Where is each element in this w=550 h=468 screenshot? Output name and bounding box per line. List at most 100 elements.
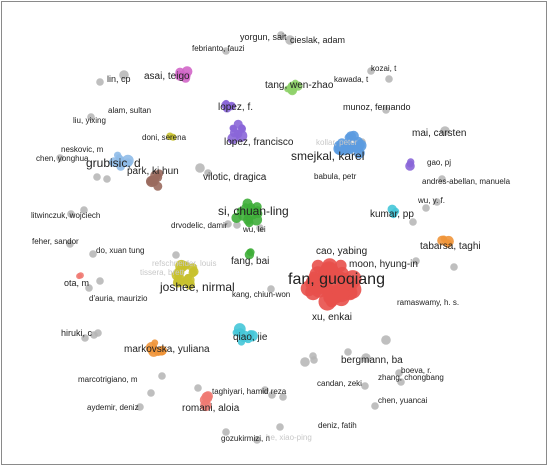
cluster-smejkal-karel-node[interactable] xyxy=(345,131,357,142)
cluster-markovska-yuliana[interactable] xyxy=(145,339,167,357)
cluster-fang-bai[interactable] xyxy=(244,248,255,260)
node-gray-15[interactable] xyxy=(103,175,111,183)
author-label-51[interactable]: boeva, r. xyxy=(401,366,432,375)
cluster-tabarsa-taghi-node[interactable] xyxy=(440,235,448,242)
author-label-8[interactable]: lopez, francisco xyxy=(224,137,294,148)
node-gray-2[interactable] xyxy=(222,47,230,55)
cluster-romani-aloia-node[interactable] xyxy=(203,391,213,402)
author-label-15[interactable]: qiao, jie xyxy=(233,332,268,343)
author-label-17[interactable]: bergmann, ba xyxy=(341,355,403,366)
node-gray-51[interactable] xyxy=(136,403,144,411)
author-label-12[interactable]: park, ki hun xyxy=(127,166,179,177)
node-gray-56[interactable] xyxy=(371,402,379,410)
node-gray-49[interactable] xyxy=(158,372,166,380)
author-label-57[interactable]: chen, yuancai xyxy=(378,396,428,405)
author-label-4[interactable]: smejkal, karel xyxy=(291,149,364,163)
cluster-park-ki-hun-node[interactable] xyxy=(153,172,163,182)
node-gray-26[interactable] xyxy=(409,218,417,226)
node-gray-6[interactable] xyxy=(96,78,104,86)
node-gray-3[interactable] xyxy=(367,67,375,75)
author-label-36[interactable]: andres-abellan, manuela xyxy=(422,177,511,186)
cluster-smejkal-karel-node[interactable] xyxy=(356,141,365,150)
cluster-asai-teigo-node[interactable] xyxy=(175,67,185,78)
author-label-24[interactable]: febrianto, fauzi xyxy=(192,44,245,53)
cluster-ota-m-node[interactable] xyxy=(77,272,84,279)
node-gray-17[interactable] xyxy=(67,210,75,218)
author-label-23[interactable]: cieslak, adam xyxy=(290,35,345,45)
author-label-52[interactable]: marcotrigiano, m xyxy=(78,375,138,384)
node-gray-32[interactable] xyxy=(172,251,180,259)
cluster-fan-guoqiang-node[interactable] xyxy=(300,280,317,297)
author-label-5[interactable]: grubisic, d xyxy=(86,156,141,170)
author-label-27[interactable]: lin, cp xyxy=(107,74,131,84)
author-label-58[interactable]: deniz, fatih xyxy=(318,421,357,430)
cluster-qiao-jie-node[interactable] xyxy=(237,338,246,346)
author-label-37[interactable]: chen, yonghua xyxy=(36,154,89,163)
node-gray-54[interactable] xyxy=(253,436,261,444)
author-label-35[interactable]: babula, petr xyxy=(314,172,357,181)
author-label-6[interactable]: si, chuan-ling xyxy=(218,204,289,218)
cluster-si-chuan-ling-node[interactable] xyxy=(253,209,263,218)
author-label-25[interactable]: kozai, t xyxy=(371,64,397,73)
node-gray-16[interactable] xyxy=(56,154,64,162)
author-label-0[interactable]: fan, guoqiang xyxy=(288,271,385,288)
cluster-joshee-nirmal-node[interactable] xyxy=(183,274,195,286)
node-gray-12[interactable] xyxy=(204,169,212,177)
node-gray-43[interactable] xyxy=(395,369,403,377)
cluster-doni-serena[interactable] xyxy=(166,132,177,141)
node-gray-52[interactable] xyxy=(222,428,230,436)
author-label-33[interactable]: gao, pj xyxy=(427,158,451,167)
cluster-fan-guoqiang[interactable] xyxy=(300,258,362,311)
author-label-46[interactable]: ota, m xyxy=(64,278,89,288)
author-label-14[interactable]: fang, bai xyxy=(231,256,269,267)
node-gray-45[interactable] xyxy=(361,382,369,390)
node-gray-29[interactable] xyxy=(96,277,104,285)
author-label-59[interactable]: gozukirmizi, n xyxy=(221,434,270,443)
node-gray-28[interactable] xyxy=(450,263,458,271)
node-gray-19[interactable] xyxy=(224,220,232,228)
cluster-doni-serena-node[interactable] xyxy=(169,133,177,141)
author-label-1[interactable]: cao, yabing xyxy=(316,246,367,257)
author-label-20[interactable]: kumar, pp xyxy=(370,209,414,220)
author-label-22[interactable]: yorgun, sait xyxy=(240,32,287,42)
cluster-park-ki-hun[interactable] xyxy=(146,169,164,191)
cluster-gao-pj[interactable] xyxy=(405,158,415,171)
cluster-qiao-jie-node[interactable] xyxy=(236,328,245,337)
node-gray-0[interactable] xyxy=(285,35,295,45)
author-label-9[interactable]: tang, wen-zhao xyxy=(265,80,334,91)
author-label-21[interactable]: mai, carsten xyxy=(412,128,466,139)
node-gray-36[interactable] xyxy=(90,331,98,339)
node-gray-7[interactable] xyxy=(87,113,95,121)
node-gray-23[interactable] xyxy=(256,224,264,232)
node-gray-30[interactable] xyxy=(85,284,93,292)
author-label-42[interactable]: feher, sandor xyxy=(32,237,79,246)
node-gray-4[interactable] xyxy=(385,75,393,83)
author-label-16[interactable]: markovska, yuliana xyxy=(124,344,210,355)
cluster-gao-pj-node[interactable] xyxy=(406,160,414,168)
author-label-29[interactable]: liu, yixing xyxy=(73,116,106,125)
cluster-fang-bai-node[interactable] xyxy=(244,250,255,260)
cluster-lopez-francisco-node[interactable] xyxy=(229,128,240,138)
node-gray-39[interactable] xyxy=(300,357,310,367)
node-gray-24[interactable] xyxy=(433,198,441,206)
author-label-60[interactable]: he, xiao-ping xyxy=(266,433,312,442)
author-label-30[interactable]: munoz, fernando xyxy=(343,102,411,112)
cluster-asai-teigo[interactable] xyxy=(174,66,193,83)
node-gray-35[interactable] xyxy=(81,334,89,342)
node-gray-53[interactable] xyxy=(276,423,284,431)
cluster-asai-teigo-node[interactable] xyxy=(182,72,191,80)
node-gray-5[interactable] xyxy=(119,70,129,80)
node-gray-8[interactable] xyxy=(382,106,390,114)
node-gray-21[interactable] xyxy=(66,240,74,248)
cluster-lopez-f-node[interactable] xyxy=(228,102,236,110)
author-label-41[interactable]: wu, lei xyxy=(242,225,266,234)
author-label-40[interactable]: drvodelic, damir xyxy=(171,221,228,230)
author-label-26[interactable]: kawada, t xyxy=(334,75,369,84)
cluster-markovska-yuliana-node[interactable] xyxy=(158,348,166,356)
node-gray-14[interactable] xyxy=(93,173,101,181)
author-label-53[interactable]: taghiyari, hamid reza xyxy=(212,387,287,396)
cluster-grubisic-d-node[interactable] xyxy=(109,157,119,167)
cluster-qiao-jie-node[interactable] xyxy=(246,330,255,338)
cluster-qiao-jie[interactable] xyxy=(232,323,258,346)
